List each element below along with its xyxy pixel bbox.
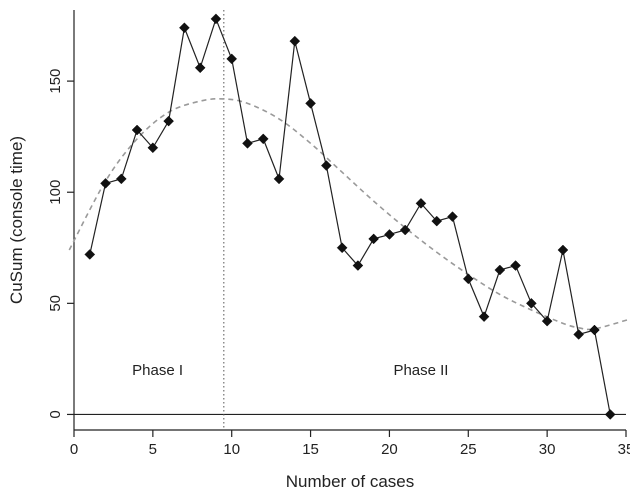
cusum-point [384,229,395,240]
cusum-point [447,211,458,223]
cusum-point [100,177,111,189]
tick-labels: 0 5 10 15 20 25 30 35 0 50 100 150 [47,69,630,458]
cusum-point [289,35,301,47]
x-tick-label: 20 [381,441,398,458]
cusum-point [226,53,238,65]
cusum-point [163,115,174,127]
reference-lines [74,10,626,430]
y-tick-label: 0 [47,410,64,418]
y-tick-label: 50 [47,295,64,312]
cusum-point [131,124,143,136]
cusum-point [604,409,616,420]
x-tick-label: 35 [618,441,630,458]
cusum-point [115,173,127,185]
cusum-point [210,13,222,25]
cusum-point [510,260,521,271]
cusum-point [573,329,585,340]
x-tick-label: 25 [460,441,477,458]
cusum-point [541,315,553,327]
x-tick-label: 30 [539,441,556,458]
fit-curve-path [68,97,630,331]
cusum-point [179,22,190,34]
cusum-line [89,17,611,415]
cusum-point [478,311,490,323]
cusum-point [242,137,253,149]
cusum-point [526,297,537,309]
axes [67,10,627,437]
x-tick-label: 15 [302,441,319,458]
cusum-point [462,273,474,285]
cusum-point [336,242,348,254]
phase-label: Phase II [393,362,448,379]
cusum-point [368,233,380,245]
y-tick-label: 150 [47,69,64,94]
x-tick-label: 5 [149,441,157,458]
cusum-point [415,197,427,209]
fit-curve [68,97,630,331]
phase-label: Phase I [132,362,183,379]
cusum-point [352,260,364,271]
cusum-point [273,173,285,185]
cusum-point [431,215,443,227]
x-tick-label: 0 [70,441,78,458]
cusum-point [589,324,600,336]
cusum-point [557,244,569,256]
cusum-point [305,97,316,109]
x-tick-label: 10 [223,441,240,458]
cusum-point [147,142,159,154]
cusum-point [494,264,506,276]
cusum-series [84,13,616,420]
y-tick-label: 100 [47,180,64,205]
phase-annotations: Phase I Phase II [132,362,448,379]
cusum-point [399,224,411,236]
y-axis-title: CuSum (console time) [7,136,26,304]
cusum-point [320,160,332,171]
cusum-point [84,249,96,260]
cusum-point [194,62,206,74]
x-axis-title: Number of cases [286,472,415,491]
cusum-point [257,133,269,145]
